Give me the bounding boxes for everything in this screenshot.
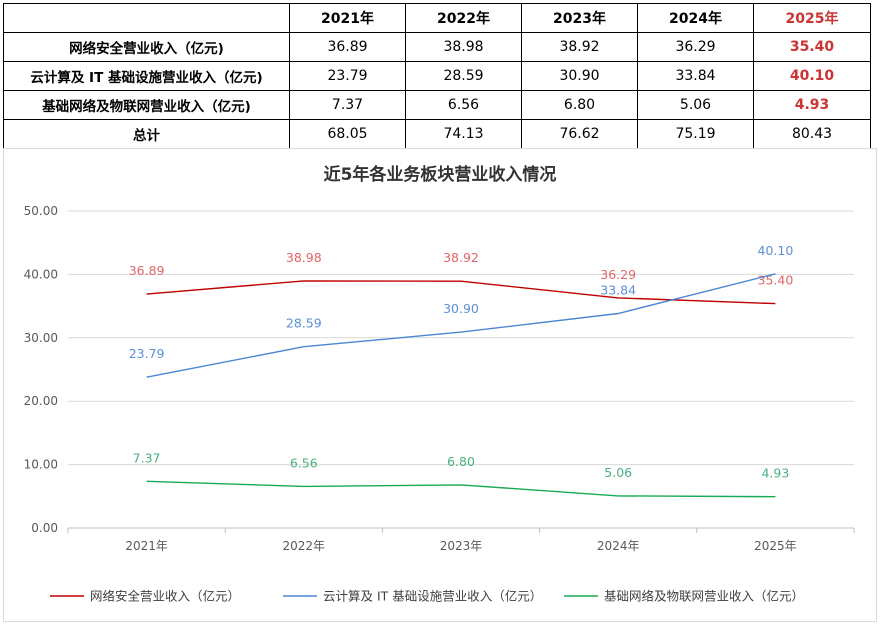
series-line [146,273,776,378]
table-cell: 5.06 [637,90,754,120]
table-cell: 74.13 [405,119,522,149]
data-label: 36.29 [600,267,636,282]
chart-title: 近5年各业务板块营业收入情况 [324,164,557,185]
data-label: 38.98 [286,250,322,265]
x-tick-label: 2024年 [597,539,640,553]
table-cell: 38.92 [521,32,638,62]
legend-label: 网络安全营业收入（亿元） [90,589,240,604]
x-tick-label: 2023年 [440,539,483,553]
table-row-total: 总计 68.05 74.13 76.62 75.19 80.43 [3,119,871,149]
header-cell-highlight: 2025年 [753,3,871,33]
table-cell: 6.80 [521,90,638,120]
row-label: 总计 [3,119,290,149]
data-label: 23.79 [129,346,165,361]
y-tick-label: 40.00 [24,267,58,281]
data-label: 5.06 [604,465,632,480]
header-cell [3,3,290,33]
data-label: 40.10 [758,243,794,258]
data-label: 28.59 [286,316,322,331]
table-cell: 80.43 [753,119,871,149]
series-line [146,480,776,498]
y-tick-label: 30.00 [24,331,58,345]
table-cell: 6.56 [405,90,522,120]
table-cell: 36.29 [637,32,754,62]
legend-label: 云计算及 IT 基础设施营业收入（亿元） [323,589,542,604]
data-label: 30.90 [443,301,479,316]
header-cell: 2023年 [521,3,638,33]
table-row: 云计算及 IT 基础设施营业收入（亿元) 23.79 28.59 30.90 3… [3,61,871,91]
row-label: 云计算及 IT 基础设施营业收入（亿元) [3,61,290,91]
table-cell: 33.84 [637,61,754,91]
table-cell-highlight: 4.93 [753,90,871,120]
row-label: 基础网络及物联网营业收入（亿元) [3,90,290,120]
data-label: 6.56 [290,455,318,470]
y-tick-label: 20.00 [24,394,58,408]
table-cell: 7.37 [289,90,406,120]
table-cell: 38.98 [405,32,522,62]
table-cell: 23.79 [289,61,406,91]
revenue-table: 2021年 2022年 2023年 2024年 2025年 网络安全营业收入（亿… [3,3,871,149]
data-label: 38.92 [443,250,479,265]
table-cell: 75.19 [637,119,754,149]
legend-label: 基础网络及物联网营业收入（亿元） [604,589,804,604]
data-label: 36.89 [129,263,165,278]
table-cell-highlight: 35.40 [753,32,871,62]
table-cell: 36.89 [289,32,406,62]
table-cell: 68.05 [289,119,406,149]
row-label: 网络安全营业收入（亿元) [3,32,290,62]
data-label: 33.84 [600,282,636,297]
y-tick-label: 10.00 [24,458,58,472]
table-cell-highlight: 40.10 [753,61,871,91]
table-cell: 30.90 [521,61,638,91]
table-cell: 76.62 [521,119,638,149]
x-tick-label: 2021年 [125,539,168,553]
header-cell: 2021年 [289,3,406,33]
table-header-row: 2021年 2022年 2023年 2024年 2025年 [3,3,871,33]
table-row: 基础网络及物联网营业收入（亿元) 7.37 6.56 6.80 5.06 4.9… [3,90,871,120]
line-chart: 近5年各业务板块营业收入情况 0.00 10.00 20.00 30.00 40.00 50… [24,164,855,604]
x-tick-label: 2022年 [283,539,326,553]
data-label: 4.93 [761,466,789,481]
y-tick-label: 50.00 [24,204,58,218]
table-row: 网络安全营业收入（亿元) 36.89 38.98 38.92 36.29 35.… [3,32,871,62]
header-cell: 2022年 [405,3,522,33]
chart-container: 近5年各业务板块营业收入情况 0.00 10.00 20.00 30.00 40.00 50… [3,148,877,622]
data-label: 6.80 [447,454,475,469]
data-label: 35.40 [758,273,794,288]
x-tick-label: 2025年 [754,539,797,553]
header-cell: 2024年 [637,3,754,33]
y-tick-label: 0.00 [31,521,58,535]
data-label: 7.37 [133,450,161,465]
table-cell: 28.59 [405,61,522,91]
